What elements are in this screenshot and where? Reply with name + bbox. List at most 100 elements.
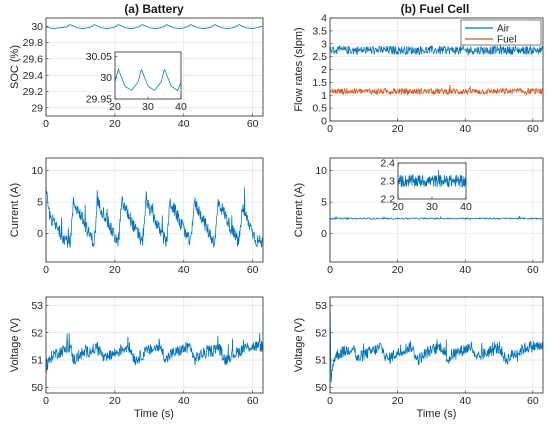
fc_current-frame [329,157,544,263]
bat_voltage-ytick-label-2: 52 [31,327,43,339]
bat_soc-xtick-label-0: 0 [43,118,49,130]
fc_voltage-series [330,297,543,383]
fc_current-inset-xtick-label-2: 40 [460,201,472,213]
fc_flow-legend-box [460,19,542,46]
bat_soc-ytick-label-3: 29.6 [23,53,44,65]
fc_flow-ylabel: Flow rates (slpm) [293,27,305,111]
fc_current-series [330,215,543,221]
fc_flow-ytick-label-1: 0.5 [312,103,327,115]
bat_voltage-series-0 [46,332,263,373]
bat_soc-ytick-label-5: 30 [31,21,43,33]
fc_flow-frame [329,17,544,122]
bat_current-xtick-label-1: 20 [109,264,121,276]
x-axis-label-left: Time (s) [134,408,174,420]
bat_soc-inset-axes: 20 30 40 29.95 30 30.05 [86,51,187,113]
bat_current-axes: 0 20 40 60 0 5 10 [31,158,263,276]
bat_voltage-ytick-label-0: 50 [31,382,43,394]
bat_soc-inset-ytick-label-1: 30 [100,72,112,84]
fc_flow-ytick-label-6: 3 [321,38,327,50]
bat_voltage-series [46,332,263,373]
bat_current-series [46,186,263,248]
fc_current-inset-series [398,169,466,188]
bat_soc-inset-series [115,67,181,91]
fc_current-ytick-label-1: 5 [321,197,327,209]
fc_flow-ytick-label-7: 3.5 [312,25,327,37]
fc_current-inset-series-0 [398,169,466,188]
bat_current-frame [45,157,264,263]
fc_flow-ytick-label-4: 2 [321,64,327,76]
fc_flow-xtick-label-0: 0 [327,123,333,135]
bat_soc-series [46,24,263,29]
fc_current-inset-ytick-label-1: 2.3 [380,176,395,188]
bat_current-xtick-label-2: 40 [178,264,190,276]
bat_soc-ytick-label-4: 29.8 [23,37,44,49]
fc_flow-ytick-label-2: 1 [321,90,327,102]
bat_current-ylabel: Current (A) [9,183,21,237]
fc_current-inset-ytick-label-0: 2.2 [380,194,395,206]
bat_voltage-frame [45,296,264,394]
fc_voltage-xlabel: Time (s) [417,408,457,420]
fc_voltage-ytick-label-1: 51 [315,355,327,367]
bat_current-ytick-label-2: 10 [31,165,43,177]
fc_current-ytick-label-2: 10 [315,165,327,177]
fc_flow-xtick-label-3: 60 [527,123,539,135]
bat_voltage-ylabel: Voltage (V) [9,318,21,372]
fc_flow-ytick-label-5: 2.5 [312,51,327,63]
bat_soc-series-0 [46,24,263,29]
bat_soc-inset-ytick-label-0: 29.95 [86,94,112,106]
fc_voltage-ylabel: Voltage (V) [293,318,305,372]
bat_voltage-xtick-label-3: 60 [247,395,259,407]
fc_voltage-xtick-label-3: 60 [527,395,539,407]
fc_current-xtick-label-1: 20 [392,264,404,276]
fc_voltage-series-0 [330,297,543,383]
fc_current-inset-ytick-label-2: 2.4 [380,158,395,170]
bat_soc-ytick-label-2: 29.4 [23,70,44,82]
fc_flow-legend-label-0: Air [497,24,510,35]
fc_voltage-axes: 0 20 40 60 50 51 52 53 [315,297,543,407]
bat_voltage-ytick-label-3: 53 [31,300,43,312]
fc_current-ylabel: Current (A) [293,183,305,237]
fc_current-inset-xtick-label-1: 30 [426,201,438,213]
bat_soc-ylabel: SOC (%) [9,45,21,89]
bat_current-xtick-label-0: 0 [43,264,49,276]
fc_current-axes: 0 20 40 60 0 5 10 [315,158,543,276]
bat_soc-ytick-label-1: 29.2 [23,86,44,98]
bat_voltage-xtick-label-1: 20 [109,395,121,407]
fc_flow-legend-label-1: Fuel [497,35,516,46]
bat_soc-inset-ytick-label-2: 30.05 [86,51,112,63]
bat_soc-inset-xtick-label-2: 40 [175,101,187,113]
fc_flow-ytick-label-0: 0 [321,116,327,128]
bat_soc-ytick-label-0: 29 [31,102,43,114]
bat_soc-inset-xtick-label-0: 20 [109,101,121,113]
bat_soc-xtick-label-1: 20 [109,118,121,130]
fc_flow-series-1 [330,84,543,96]
fc_flow-ytick-label-3: 1.5 [312,77,327,89]
fc_current-xtick-label-3: 60 [527,264,539,276]
fc_voltage-ytick-label-2: 52 [315,327,327,339]
bat_voltage-xtick-label-0: 0 [43,395,49,407]
fc_voltage-ytick-label-0: 50 [315,382,327,394]
bat_soc-inset-xtick-label-1: 30 [142,101,154,113]
fc_flow-series-0 [330,45,543,56]
fc_flow-series [330,45,543,96]
fc_current-series-0 [330,215,543,221]
bat_current-xtick-label-3: 60 [247,264,259,276]
fc_current-ytick-label-0: 0 [321,228,327,240]
bat_soc-inset-frame [114,51,182,100]
bat_soc-inset-background [115,52,181,99]
title-fuel-cell: (b) Fuel Cell [401,2,470,16]
bat_soc-frame [45,17,264,117]
bat_current-series-0 [46,186,263,248]
bat_soc-xtick-label-3: 60 [247,118,259,130]
bat_soc-inset-series-0 [115,67,181,91]
fc_voltage-ytick-label-3: 53 [315,300,327,312]
bat_soc-xtick-label-2: 40 [178,118,190,130]
bat_voltage-ytick-label-1: 51 [31,355,43,367]
bat_current-ytick-label-0: 0 [37,228,43,240]
fc_flow-ytick-label-8: 4 [321,13,327,25]
bat_current-ytick-label-1: 5 [37,197,43,209]
fc_flow-xtick-label-2: 40 [459,123,471,135]
fc_current-inset-frame [397,162,467,200]
